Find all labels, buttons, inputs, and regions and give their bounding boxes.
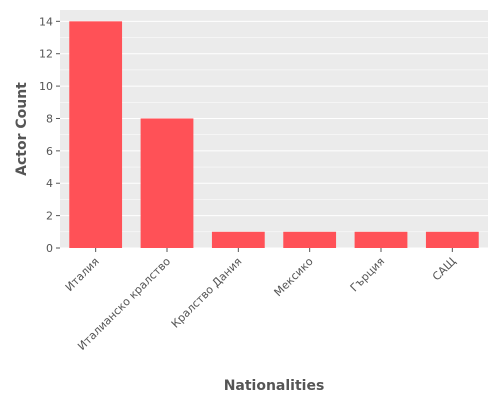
bar: [283, 231, 337, 248]
bar: [425, 231, 479, 248]
x-tick-label: Италия: [63, 255, 102, 294]
x-tick-label: Гърция: [348, 255, 387, 294]
y-tick-label: 10: [39, 80, 53, 93]
y-tick-label: 12: [39, 48, 53, 61]
bar: [140, 118, 194, 248]
x-axis-label: Nationalities: [224, 378, 325, 394]
plot-background: [60, 10, 488, 248]
y-axis-ticks: 0 2 4 6 8 10 12 14: [39, 15, 60, 255]
y-tick-label: 8: [46, 112, 53, 125]
y-tick-label: 14: [39, 15, 53, 28]
bar: [69, 21, 123, 249]
gridlines: [60, 20, 488, 249]
y-tick-label: 6: [46, 145, 53, 158]
x-tick-label: Мексико: [272, 255, 316, 299]
x-tick-label: Кралство Дания: [169, 255, 245, 331]
y-tick-label: 0: [46, 242, 53, 255]
bar: [211, 231, 265, 248]
bar: [354, 231, 408, 248]
x-tick-label: САЩ: [430, 255, 458, 283]
y-axis-label: Actor Count: [14, 82, 30, 176]
bars: [69, 21, 479, 249]
y-tick-label: 4: [46, 177, 53, 190]
y-tick-label: 2: [46, 210, 53, 223]
